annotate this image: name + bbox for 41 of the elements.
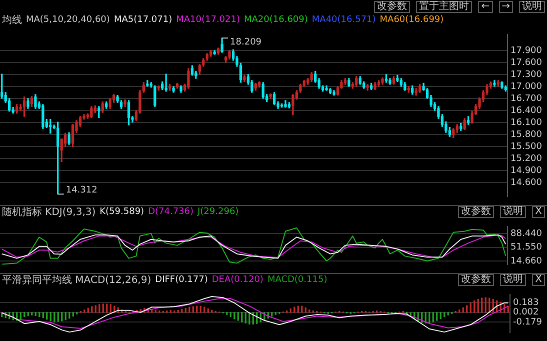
y-tick-label: 16.400 bbox=[510, 106, 542, 116]
chart-title: 均线 bbox=[2, 14, 22, 27]
annotation: 14.312 bbox=[66, 185, 98, 196]
button: 置于主图时 bbox=[416, 1, 472, 13]
y-tick-label: 17.600 bbox=[510, 58, 542, 68]
y-tick-label: 0.002 bbox=[512, 308, 539, 318]
button: ← bbox=[478, 1, 493, 13]
chart-title: 平滑异同平均线 MACD(12,26,9) bbox=[2, 274, 152, 287]
button: 改参数 bbox=[458, 206, 494, 218]
y-tick-label: 16.100 bbox=[510, 118, 542, 128]
y-tick-label: 15.800 bbox=[510, 130, 542, 140]
text: D(74.736) bbox=[148, 207, 194, 217]
y-tick-label: 15.500 bbox=[510, 142, 542, 152]
series-label: J(29.296) bbox=[198, 207, 239, 217]
annotation: 18.209 bbox=[230, 37, 262, 48]
button: 说明 bbox=[500, 274, 526, 286]
chart-title: 随机指标 KDJ(9,3,3) bbox=[2, 206, 96, 219]
series-label: K(59.589) bbox=[100, 207, 144, 217]
y-tick-label: 88.440 bbox=[510, 229, 542, 239]
button: → bbox=[498, 1, 513, 13]
button: X bbox=[532, 206, 545, 218]
y-tick-label: 15.200 bbox=[510, 154, 542, 164]
y-tick-label: 17.900 bbox=[510, 46, 542, 56]
button: 说明 bbox=[500, 206, 526, 218]
chart-subtitle: MA(5,10,20,40,60) MA5(17.071) MA10(17.021) MA20(16.609) MA40(16.571) MA60(16.699) bbox=[26, 15, 444, 25]
button: 说明 bbox=[519, 1, 545, 13]
text: MACD(0.115) bbox=[267, 275, 328, 285]
series-label: DEA(0.120) bbox=[212, 275, 264, 285]
y-tick-label: 17.000 bbox=[510, 82, 542, 92]
y-tick-label: -0.179 bbox=[512, 317, 542, 328]
series-label: DIFF(0.177) bbox=[155, 275, 208, 285]
y-tick-label: 16.700 bbox=[510, 94, 542, 104]
button: 改参数 bbox=[374, 1, 410, 13]
y-tick-label: 14.900 bbox=[510, 166, 542, 176]
y-tick-label: 17.300 bbox=[510, 70, 542, 80]
y-tick-label: 51.550 bbox=[510, 242, 542, 253]
button: 改参数 bbox=[458, 274, 494, 286]
y-tick-label: 0.183 bbox=[512, 298, 539, 308]
button: X bbox=[532, 274, 545, 286]
y-tick-label: 14.660 bbox=[510, 256, 542, 266]
y-tick-label: 14.600 bbox=[510, 178, 542, 188]
